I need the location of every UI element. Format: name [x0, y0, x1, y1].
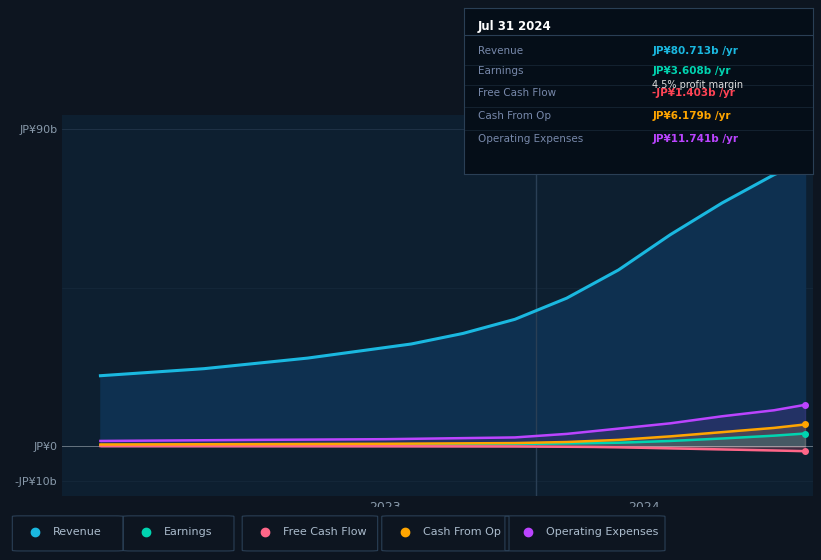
Text: Operating Expenses: Operating Expenses [478, 134, 583, 144]
Text: JP¥3.608b /yr: JP¥3.608b /yr [653, 66, 731, 76]
Text: Free Cash Flow: Free Cash Flow [283, 528, 367, 538]
Text: Earnings: Earnings [478, 66, 523, 76]
Text: Operating Expenses: Operating Expenses [546, 528, 658, 538]
Text: Jul 31 2024: Jul 31 2024 [478, 20, 552, 33]
Text: Earnings: Earnings [164, 528, 213, 538]
Text: Revenue: Revenue [53, 528, 102, 538]
Text: Revenue: Revenue [478, 45, 523, 55]
Text: JP¥6.179b /yr: JP¥6.179b /yr [653, 111, 731, 121]
Text: JP¥80.713b /yr: JP¥80.713b /yr [653, 45, 738, 55]
Text: -JP¥1.403b /yr: -JP¥1.403b /yr [653, 88, 735, 97]
Text: JP¥11.741b /yr: JP¥11.741b /yr [653, 134, 738, 144]
Text: Free Cash Flow: Free Cash Flow [478, 88, 556, 97]
Text: 4.5% profit margin: 4.5% profit margin [653, 80, 743, 90]
Text: Cash From Op: Cash From Op [478, 111, 551, 121]
Text: Cash From Op: Cash From Op [423, 528, 501, 538]
